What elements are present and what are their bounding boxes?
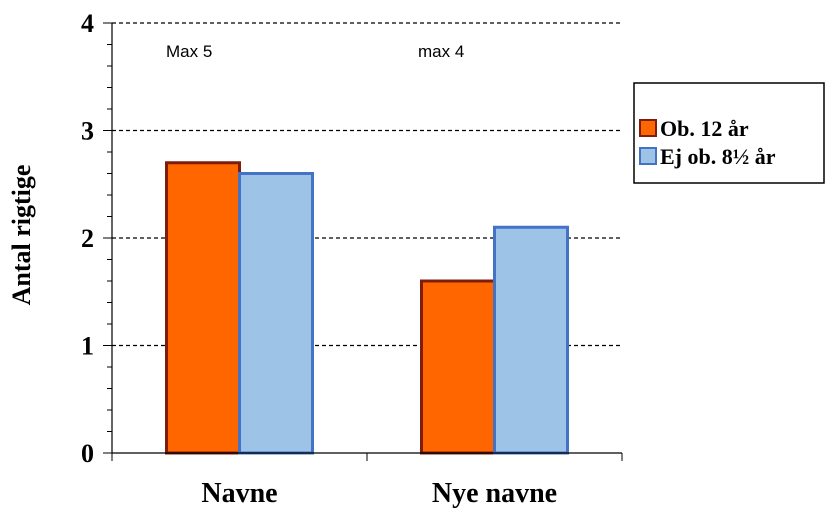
bar: [238, 172, 314, 455]
x-tick-label: Nye navne: [432, 478, 557, 508]
x-tick-label: Navne: [201, 478, 277, 508]
category-annotation: max 4: [418, 42, 464, 61]
labels: 0 1 2 3 4 Navne Nye navne: [81, 9, 557, 508]
y-tick-label: 4: [81, 9, 94, 38]
legend-box: [633, 82, 825, 184]
y-tick-label: 3: [81, 117, 94, 146]
y-tick-label: 2: [81, 224, 94, 253]
legend-swatch: [639, 147, 657, 165]
legend-label: Ob. 12 år: [660, 116, 749, 141]
axes: [103, 22, 623, 461]
legend-swatch: [639, 119, 657, 137]
bar: [165, 161, 241, 455]
y-axis-title: Antal rigtige: [7, 165, 36, 306]
bar: [493, 225, 569, 455]
legend-label: Ej ob. 8½ år: [660, 144, 776, 169]
y-tick-label: 1: [81, 332, 94, 361]
y-tick-label: 0: [81, 439, 94, 468]
bar: [420, 279, 496, 455]
legend: Ob. 12 år Ej ob. 8½ år: [633, 82, 825, 184]
bars: [165, 161, 569, 455]
category-annotation: Max 5: [166, 42, 212, 61]
